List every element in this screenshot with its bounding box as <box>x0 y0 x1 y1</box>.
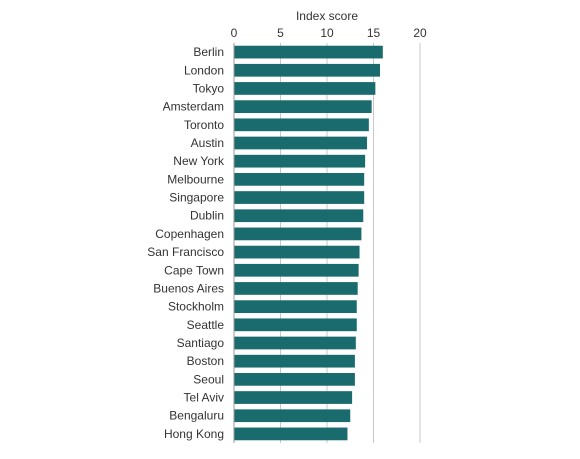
category-label: Singapore <box>169 191 224 205</box>
category-label: Austin <box>191 136 224 150</box>
bar <box>234 409 351 423</box>
category-label: Boston <box>187 354 224 368</box>
bar <box>234 63 381 77</box>
category-label: Seattle <box>187 318 225 332</box>
bar <box>234 263 359 277</box>
x-tick-label: 10 <box>320 26 334 40</box>
x-tick-labels: 0 5 10 15 20 <box>231 26 427 40</box>
bar <box>234 191 365 204</box>
x-tick-label: 0 <box>231 26 238 40</box>
x-tick-label: 20 <box>413 26 427 40</box>
category-label: Copenhagen <box>155 227 224 241</box>
category-label: Melbourne <box>167 172 224 186</box>
category-label: Hong Kong <box>164 427 224 441</box>
category-label: Buenos Aires <box>153 281 224 295</box>
bar <box>234 227 362 241</box>
bar <box>234 336 356 350</box>
category-label: Toronto <box>184 118 224 132</box>
bar <box>234 427 348 441</box>
category-label: Seoul <box>193 372 224 386</box>
category-label: London <box>184 63 224 77</box>
category-label: Berlin <box>193 45 224 59</box>
bar <box>234 45 383 59</box>
bar <box>234 391 353 404</box>
category-label: Cape Town <box>164 263 224 277</box>
category-label: Bengaluru <box>169 409 224 423</box>
category-label: Stockholm <box>168 300 224 314</box>
bar <box>234 373 355 386</box>
category-label: Tel Aviv <box>184 391 224 405</box>
category-labels: Berlin London Tokyo Amsterdam Toronto Austin N… <box>147 45 225 441</box>
category-label: Tokyo <box>193 81 225 95</box>
bar <box>234 173 365 186</box>
bar <box>234 82 376 95</box>
bar <box>234 282 358 295</box>
bar <box>234 118 369 132</box>
category-label: New York <box>173 154 225 168</box>
x-tick-label: 15 <box>367 26 381 40</box>
bar <box>234 209 364 223</box>
bar <box>234 136 367 150</box>
category-label: Santiago <box>177 336 225 350</box>
bar <box>234 318 357 332</box>
bars <box>234 45 383 441</box>
category-label: Dublin <box>190 209 224 223</box>
bar <box>234 354 355 368</box>
category-label: Amsterdam <box>163 100 224 114</box>
bar <box>234 154 366 168</box>
category-label: San Francisco <box>147 245 224 259</box>
x-tick-label: 5 <box>277 26 284 40</box>
bar <box>234 245 360 259</box>
x-axis-title: Index score <box>296 9 358 23</box>
bar <box>234 300 357 313</box>
bar <box>234 100 372 113</box>
